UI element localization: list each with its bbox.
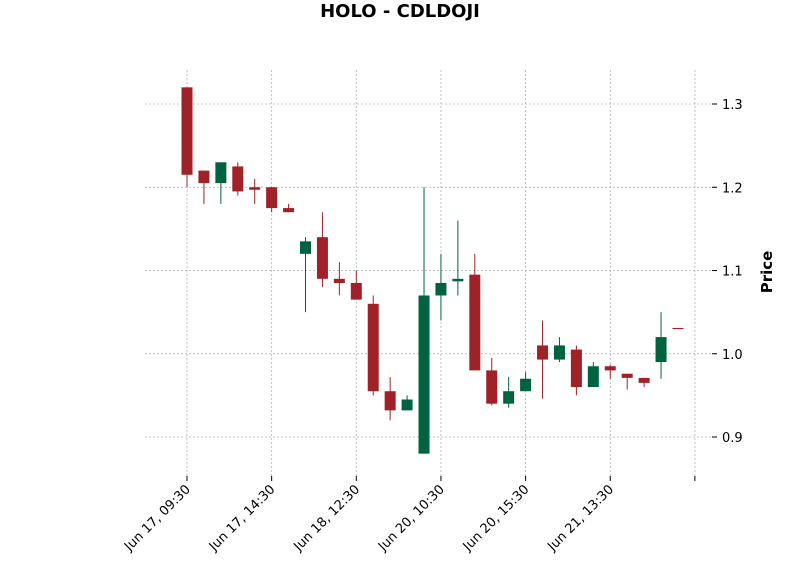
candle-body [266, 187, 278, 209]
candle-body [283, 208, 295, 213]
grid-layer [145, 70, 712, 476]
y-tick-label: 1.2 [722, 181, 743, 196]
candle-body [621, 373, 633, 378]
candle-body [486, 370, 498, 404]
x-tick-label: Jun 21, 13:30 [544, 482, 617, 555]
chart-title: HOLO - CDLDOJI [320, 1, 480, 22]
candle-body [638, 377, 650, 383]
candle-body [435, 282, 447, 296]
candle-body [350, 282, 362, 300]
candle-body [384, 391, 396, 411]
y-tick-label: 1.3 [722, 98, 743, 113]
candle-body [418, 295, 430, 454]
candle-body [520, 378, 532, 392]
y-tick-label: 1.0 [722, 348, 743, 363]
candle-body [553, 345, 565, 360]
candle-body [655, 337, 667, 363]
candle-body [587, 366, 599, 388]
candle-body [570, 349, 582, 388]
y-tick-label: 1.1 [722, 265, 743, 280]
candle-body [249, 187, 261, 190]
candle-body [316, 237, 328, 279]
candle-body [672, 327, 684, 330]
candle-body [469, 274, 481, 371]
candle-body [300, 241, 312, 254]
x-tick-label: Jun 17, 14:30 [206, 482, 279, 555]
x-tick-label: Jun 17, 09:30 [121, 482, 194, 555]
candle-body [181, 87, 193, 175]
x-tick-label: Jun 20, 15:30 [460, 482, 533, 555]
candle-body [401, 399, 413, 411]
y-tick-label: 0.9 [722, 431, 743, 446]
candle-body [215, 162, 227, 184]
candle-body [537, 345, 549, 360]
x-axis: Jun 17, 09:30 Jun 17, 14:30 Jun 18, 12:30 J… [121, 476, 696, 555]
candle-body [604, 366, 616, 371]
x-tick-label: Jun 20, 10:30 [375, 482, 448, 555]
candle-body [452, 278, 464, 282]
y-axis-label: Price [758, 251, 776, 294]
x-tick-label: Jun 18, 12:30 [290, 482, 363, 555]
candle-body [503, 391, 515, 404]
candle-body [367, 303, 379, 392]
candle-body [198, 170, 210, 184]
candle-layer [181, 87, 684, 454]
y-axis: 0.9 1.0 1.1 1.2 1.3 [712, 98, 743, 446]
candle-body [333, 278, 345, 283]
candle-body [232, 166, 244, 192]
